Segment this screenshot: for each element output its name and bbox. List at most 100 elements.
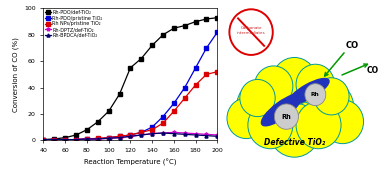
Circle shape: [240, 79, 275, 117]
Rh-DPTZ/def-TiO₂: [117, 137, 122, 139]
Rh-PDO/def-TiO₂: [193, 21, 198, 23]
Circle shape: [269, 103, 320, 157]
Rh-BPDCA/def-TiO₂: [85, 138, 89, 140]
Circle shape: [299, 79, 354, 137]
Rh NPs/pristine TiO₂: [215, 71, 220, 73]
Text: Rh: Rh: [282, 114, 291, 120]
Rh-DPTZ/def-TiO₂: [128, 135, 133, 137]
Circle shape: [227, 98, 265, 139]
Circle shape: [296, 101, 341, 149]
Rh-PDO/def-TiO₂: [139, 57, 144, 59]
Rh NPs/pristine TiO₂: [161, 122, 165, 124]
Rh-PDO/def-TiO₂: [96, 121, 100, 123]
Line: Rh-DPTZ/def-TiO₂: Rh-DPTZ/def-TiO₂: [42, 131, 219, 141]
Rh NPs/pristine TiO₂: [107, 137, 111, 139]
Rh NPs/pristine TiO₂: [150, 129, 155, 131]
Rh-BPDCA/def-TiO₂: [128, 135, 133, 137]
Ellipse shape: [262, 94, 302, 126]
Rh-DPTZ/def-TiO₂: [183, 132, 187, 134]
Rh-PDO/def-TiO₂: [117, 93, 122, 95]
Text: CO₂: CO₂: [366, 66, 378, 76]
Text: Rh: Rh: [311, 92, 320, 97]
Rh-DPTZ/def-TiO₂: [193, 133, 198, 135]
Circle shape: [296, 64, 335, 105]
Circle shape: [254, 66, 293, 106]
X-axis label: Reaction Temperature (°C): Reaction Temperature (°C): [84, 159, 177, 166]
Rh-PDO/def-TiO₂: [107, 110, 111, 112]
Rh-BPDCA/def-TiO₂: [107, 137, 111, 139]
Rh-BPDCA/def-TiO₂: [117, 137, 122, 139]
Rh NPs/pristine TiO₂: [85, 138, 89, 140]
Rh NPs/pristine TiO₂: [128, 134, 133, 136]
Rh-DPTZ/def-TiO₂: [150, 133, 155, 135]
Rh-PDO/pristine TiO₂: [139, 131, 144, 133]
Rh NPs/pristine TiO₂: [183, 97, 187, 99]
Rh-PDO/pristine TiO₂: [52, 139, 57, 141]
Text: Carbonate
intermediates: Carbonate intermediates: [237, 26, 265, 35]
Rh-PDO/def-TiO₂: [150, 44, 155, 46]
Ellipse shape: [289, 78, 329, 104]
Circle shape: [229, 9, 273, 55]
Rh-BPDCA/def-TiO₂: [183, 133, 187, 135]
Rh-PDO/def-TiO₂: [41, 139, 46, 141]
Rh-PDO/pristine TiO₂: [85, 138, 89, 140]
Rh-PDO/pristine TiO₂: [41, 139, 46, 141]
Rh-DPTZ/def-TiO₂: [215, 134, 220, 136]
Rh-BPDCA/def-TiO₂: [96, 138, 100, 140]
Circle shape: [274, 104, 299, 129]
Rh-PDO/def-TiO₂: [215, 17, 220, 19]
Rh NPs/pristine TiO₂: [193, 84, 198, 86]
Legend: Rh-PDO/def-TiO₂, Rh-PDO/pristine TiO₂, Rh NPs/pristine TiO₂, Rh-DPTZ/def-TiO₂, R: Rh-PDO/def-TiO₂, Rh-PDO/pristine TiO₂, R…: [45, 9, 103, 38]
Y-axis label: Conversion of CO (%): Conversion of CO (%): [12, 37, 19, 112]
Rh NPs/pristine TiO₂: [63, 139, 68, 141]
Text: CO: CO: [346, 41, 359, 50]
Line: Rh-PDO/pristine TiO₂: Rh-PDO/pristine TiO₂: [42, 31, 219, 141]
Rh-DPTZ/def-TiO₂: [74, 139, 78, 141]
Rh-PDO/pristine TiO₂: [204, 47, 209, 49]
Circle shape: [305, 84, 326, 106]
Rh-PDO/def-TiO₂: [172, 27, 176, 29]
Rh NPs/pristine TiO₂: [139, 131, 144, 133]
Rh-PDO/pristine TiO₂: [74, 139, 78, 141]
Rh-DPTZ/def-TiO₂: [52, 139, 57, 141]
Rh-BPDCA/def-TiO₂: [204, 135, 209, 137]
Circle shape: [272, 57, 317, 105]
Line: Rh-BPDCA/def-TiO₂: Rh-BPDCA/def-TiO₂: [42, 131, 219, 141]
Rh-PDO/pristine TiO₂: [107, 137, 111, 139]
Rh NPs/pristine TiO₂: [96, 137, 100, 139]
Rh-PDO/def-TiO₂: [161, 34, 165, 36]
Rh-BPDCA/def-TiO₂: [172, 133, 176, 135]
Rh-BPDCA/def-TiO₂: [150, 133, 155, 135]
Rh-PDO/def-TiO₂: [63, 137, 68, 139]
Rh-PDO/pristine TiO₂: [193, 67, 198, 69]
Rh-BPDCA/def-TiO₂: [139, 134, 144, 136]
Line: Rh NPs/pristine TiO₂: Rh NPs/pristine TiO₂: [42, 70, 219, 141]
Rh-DPTZ/def-TiO₂: [41, 139, 46, 141]
Line: Rh-PDO/def-TiO₂: Rh-PDO/def-TiO₂: [42, 16, 219, 141]
Rh-DPTZ/def-TiO₂: [172, 131, 176, 133]
Rh-PDO/def-TiO₂: [204, 18, 209, 20]
Rh NPs/pristine TiO₂: [204, 73, 209, 75]
Rh-PDO/def-TiO₂: [52, 138, 57, 140]
Rh-PDO/def-TiO₂: [128, 67, 133, 69]
Rh-PDO/pristine TiO₂: [150, 126, 155, 128]
Rh-DPTZ/def-TiO₂: [63, 139, 68, 141]
Rh-DPTZ/def-TiO₂: [96, 138, 100, 140]
Rh-PDO/pristine TiO₂: [128, 134, 133, 136]
Rh-DPTZ/def-TiO₂: [161, 132, 165, 134]
Rh-DPTZ/def-TiO₂: [107, 137, 111, 139]
Circle shape: [322, 100, 364, 144]
Rh-PDO/def-TiO₂: [74, 134, 78, 136]
Circle shape: [237, 79, 288, 134]
Rh-BPDCA/def-TiO₂: [63, 139, 68, 141]
Rh-PDO/def-TiO₂: [183, 25, 187, 27]
Rh-PDO/pristine TiO₂: [183, 87, 187, 89]
Rh-PDO/pristine TiO₂: [161, 116, 165, 118]
Rh-PDO/pristine TiO₂: [96, 138, 100, 140]
Rh-DPTZ/def-TiO₂: [85, 138, 89, 140]
Text: Defective TiO₂: Defective TiO₂: [264, 138, 325, 147]
Rh-PDO/pristine TiO₂: [215, 31, 220, 33]
Rh-PDO/pristine TiO₂: [172, 102, 176, 104]
Rh-DPTZ/def-TiO₂: [139, 134, 144, 136]
Rh NPs/pristine TiO₂: [74, 139, 78, 141]
